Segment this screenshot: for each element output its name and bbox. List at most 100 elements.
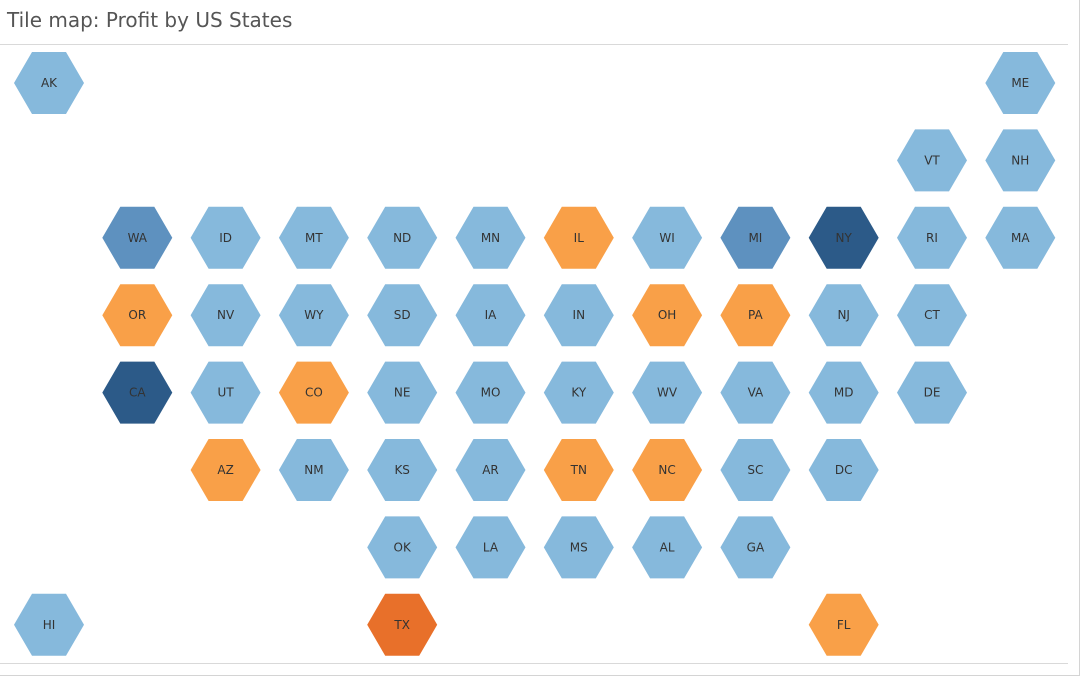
state-tile-wa[interactable]: WA xyxy=(102,206,173,269)
state-tile-az[interactable]: AZ xyxy=(190,439,261,501)
state-tile-mn[interactable]: MN xyxy=(455,206,526,269)
state-hexagon[interactable] xyxy=(808,361,879,424)
state-tile-ok[interactable]: OK xyxy=(367,516,438,579)
state-hexagon[interactable] xyxy=(455,284,526,347)
state-hexagon[interactable] xyxy=(720,284,791,347)
state-tile-nc[interactable]: NC xyxy=(632,439,703,501)
state-hexagon[interactable] xyxy=(985,52,1056,114)
state-hexagon[interactable] xyxy=(102,206,173,269)
state-tile-sd[interactable]: SD xyxy=(367,284,438,347)
state-tile-nj[interactable]: NJ xyxy=(808,284,879,347)
state-hexagon[interactable] xyxy=(543,361,614,424)
state-tile-nv[interactable]: NV xyxy=(190,284,261,347)
state-hexagon[interactable] xyxy=(808,206,879,269)
state-tile-ar[interactable]: AR xyxy=(455,439,526,501)
state-tile-hi[interactable]: HI xyxy=(14,593,84,656)
state-hexagon[interactable] xyxy=(897,206,967,269)
state-hexagon[interactable] xyxy=(14,52,84,114)
state-tile-wi[interactable]: WI xyxy=(632,206,703,269)
state-hexagon[interactable] xyxy=(808,593,879,656)
state-tile-mt[interactable]: MT xyxy=(278,206,349,269)
state-hexagon[interactable] xyxy=(543,439,614,501)
state-tile-ne[interactable]: NE xyxy=(367,361,438,424)
state-tile-ia[interactable]: IA xyxy=(455,284,526,347)
state-hexagon[interactable] xyxy=(367,593,438,656)
state-tile-or[interactable]: OR xyxy=(102,284,173,347)
state-tile-sc[interactable]: SC xyxy=(720,439,791,501)
state-hexagon[interactable] xyxy=(720,516,791,579)
state-tile-wy[interactable]: WY xyxy=(278,284,349,347)
state-tile-ny[interactable]: NY xyxy=(808,206,879,269)
state-tile-md[interactable]: MD xyxy=(808,361,879,424)
state-hexagon[interactable] xyxy=(367,361,438,424)
state-hexagon[interactable] xyxy=(278,206,349,269)
state-tile-ri[interactable]: RI xyxy=(897,206,967,269)
state-hexagon[interactable] xyxy=(278,439,349,501)
state-tile-fl[interactable]: FL xyxy=(808,593,879,656)
state-hexagon[interactable] xyxy=(190,361,261,424)
state-hexagon[interactable] xyxy=(455,361,526,424)
state-hexagon[interactable] xyxy=(720,206,791,269)
state-hexagon[interactable] xyxy=(720,361,791,424)
state-hexagon[interactable] xyxy=(455,516,526,579)
state-hexagon[interactable] xyxy=(367,439,438,501)
state-tile-vt[interactable]: VT xyxy=(897,129,967,192)
state-tile-la[interactable]: LA xyxy=(455,516,526,579)
state-tile-ak[interactable]: AK xyxy=(14,52,84,114)
state-hexagon[interactable] xyxy=(897,284,967,347)
state-tile-wv[interactable]: WV xyxy=(632,361,703,424)
state-tile-ky[interactable]: KY xyxy=(543,361,614,424)
state-tile-id[interactable]: ID xyxy=(190,206,261,269)
state-hexagon[interactable] xyxy=(720,439,791,501)
state-hexagon[interactable] xyxy=(632,284,703,347)
state-hexagon[interactable] xyxy=(808,439,879,501)
state-hexagon[interactable] xyxy=(632,516,703,579)
state-tile-tn[interactable]: TN xyxy=(543,439,614,501)
state-tile-mo[interactable]: MO xyxy=(455,361,526,424)
state-hexagon[interactable] xyxy=(632,361,703,424)
state-tile-al[interactable]: AL xyxy=(632,516,703,579)
state-tile-ct[interactable]: CT xyxy=(897,284,967,347)
state-hexagon[interactable] xyxy=(190,439,261,501)
state-hexagon[interactable] xyxy=(455,439,526,501)
state-tile-tx[interactable]: TX xyxy=(367,593,438,656)
state-tile-ut[interactable]: UT xyxy=(190,361,261,424)
state-hexagon[interactable] xyxy=(897,129,967,192)
state-tile-ks[interactable]: KS xyxy=(367,439,438,501)
state-tile-il[interactable]: IL xyxy=(543,206,614,269)
state-tile-pa[interactable]: PA xyxy=(720,284,791,347)
state-tile-ca[interactable]: CA xyxy=(102,361,173,424)
state-hexagon[interactable] xyxy=(278,361,349,424)
state-tile-nh[interactable]: NH xyxy=(985,129,1056,192)
state-hexagon[interactable] xyxy=(897,361,967,424)
state-hexagon[interactable] xyxy=(190,284,261,347)
state-hexagon[interactable] xyxy=(543,206,614,269)
state-hexagon[interactable] xyxy=(632,439,703,501)
state-tile-co[interactable]: CO xyxy=(278,361,349,424)
state-hexagon[interactable] xyxy=(985,206,1056,269)
state-hexagon[interactable] xyxy=(278,284,349,347)
state-hexagon[interactable] xyxy=(14,593,84,656)
state-hexagon[interactable] xyxy=(543,516,614,579)
state-hexagon[interactable] xyxy=(102,361,173,424)
state-tile-oh[interactable]: OH xyxy=(632,284,703,347)
state-tile-in[interactable]: IN xyxy=(543,284,614,347)
state-hexagon[interactable] xyxy=(190,206,261,269)
state-tile-va[interactable]: VA xyxy=(720,361,791,424)
state-tile-mi[interactable]: MI xyxy=(720,206,791,269)
state-hexagon[interactable] xyxy=(455,206,526,269)
state-hexagon[interactable] xyxy=(543,284,614,347)
state-hexagon[interactable] xyxy=(367,516,438,579)
state-tile-nd[interactable]: ND xyxy=(367,206,438,269)
state-hexagon[interactable] xyxy=(808,284,879,347)
state-tile-dc[interactable]: DC xyxy=(808,439,879,501)
state-hexagon[interactable] xyxy=(367,284,438,347)
state-tile-de[interactable]: DE xyxy=(897,361,967,424)
state-hexagon[interactable] xyxy=(367,206,438,269)
state-hexagon[interactable] xyxy=(102,284,173,347)
state-hexagon[interactable] xyxy=(985,129,1056,192)
state-tile-me[interactable]: ME xyxy=(985,52,1056,114)
state-hexagon[interactable] xyxy=(632,206,703,269)
state-tile-ga[interactable]: GA xyxy=(720,516,791,579)
state-tile-ma[interactable]: MA xyxy=(985,206,1056,269)
